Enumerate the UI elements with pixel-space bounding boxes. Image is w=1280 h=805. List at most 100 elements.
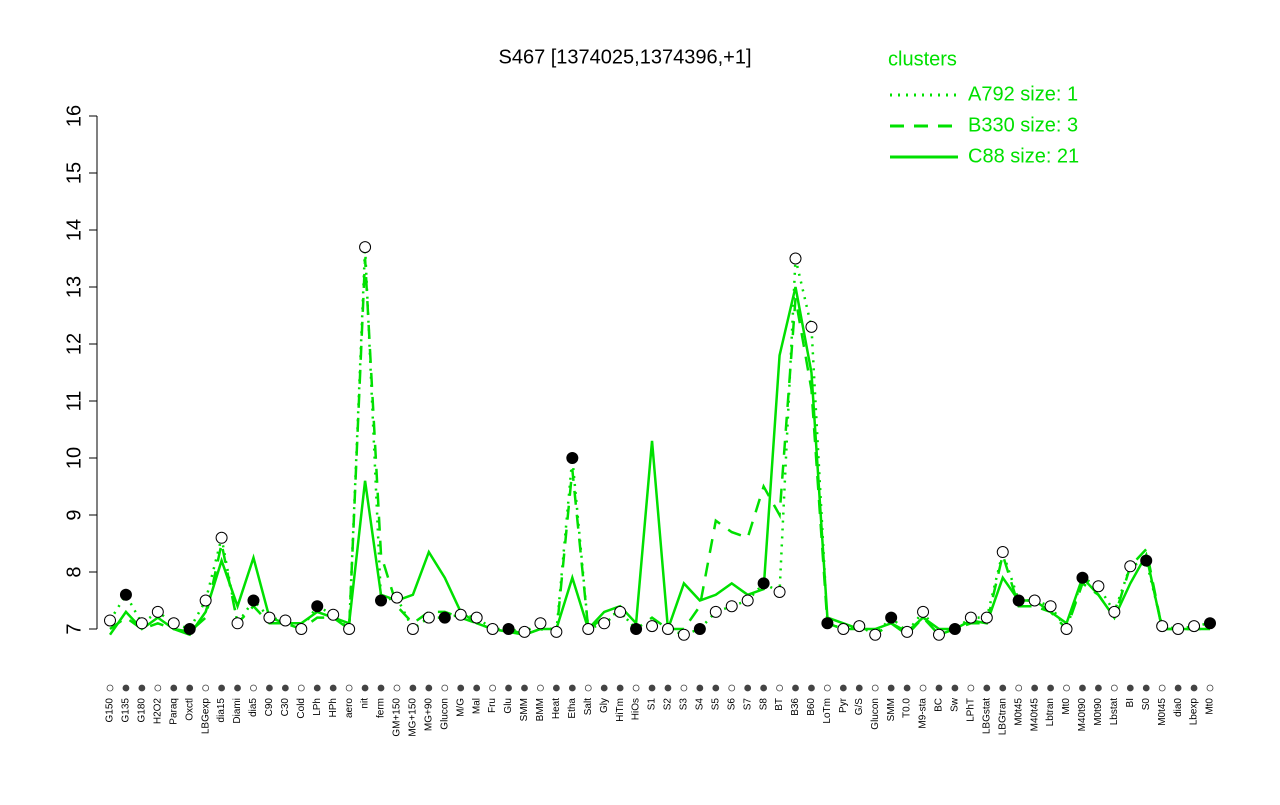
category-marker: [1063, 684, 1070, 692]
x-tick-label: LBGtran: [997, 698, 1008, 735]
data-point: [677, 628, 690, 641]
category-marker: [377, 684, 385, 692]
data-point: [1140, 554, 1153, 567]
data-point: [789, 252, 802, 265]
x-tick-label: S0: [1141, 698, 1152, 711]
data-point: [869, 628, 882, 641]
data-point: [454, 608, 467, 621]
x-tick-label: Pyr: [838, 697, 849, 713]
legend-label: B330 size: 3: [968, 114, 1078, 136]
y-tick-label: 15: [63, 162, 85, 184]
data-point: [199, 594, 212, 607]
data-point: [1060, 623, 1073, 635]
category-marker: [808, 684, 815, 692]
category-marker: [792, 684, 799, 692]
data-point: [167, 617, 180, 630]
data-point: [614, 605, 627, 618]
y-tick-label: 9: [63, 509, 85, 520]
x-tick-label: Mal: [471, 698, 482, 714]
data-point: [948, 623, 961, 635]
category-marker: [887, 684, 895, 692]
x-tick-label: C30: [280, 698, 291, 717]
x-tick-label: HiTm: [615, 698, 626, 722]
category-marker: [648, 684, 656, 692]
category-marker: [1158, 684, 1166, 692]
data-point: [247, 594, 260, 607]
x-tick-label: M0t45: [1013, 698, 1024, 726]
x-tick-label: Paraq: [168, 698, 179, 725]
x-tick-label: S2: [663, 698, 674, 711]
data-point: [741, 594, 754, 607]
category-marker: [313, 684, 321, 692]
x-tick-label: M40t90: [1077, 698, 1088, 732]
category-marker: [154, 684, 162, 692]
category-marker: [568, 684, 576, 692]
x-tick-label: G/S: [854, 698, 865, 716]
x-tick-label: dia0: [1173, 698, 1184, 717]
category-marker: [1095, 684, 1102, 692]
category-marker: [839, 684, 847, 692]
category-marker: [1110, 684, 1118, 692]
data-point: [980, 611, 993, 624]
x-tick-label: Glu: [503, 698, 514, 714]
x-tick-label: BC: [934, 698, 945, 712]
category-marker: [664, 684, 672, 692]
data-point: [709, 605, 722, 618]
category-marker: [473, 684, 481, 692]
y-tick-label: 12: [63, 333, 85, 355]
data-point: [630, 623, 643, 635]
x-tick-label: SMM: [519, 698, 530, 721]
x-tick-label: G135: [121, 698, 132, 723]
x-tick-label: M/G: [455, 698, 466, 717]
x-tick-label: LBGexp: [200, 698, 211, 735]
data-point: [932, 628, 945, 641]
category-marker: [728, 684, 736, 692]
x-tick-label: Sw: [950, 697, 961, 712]
x-tick-label: S5: [710, 698, 721, 711]
category-marker: [616, 684, 624, 692]
data-point: [566, 452, 579, 464]
y-tick-label: 13: [63, 276, 85, 298]
data-point: [821, 617, 834, 630]
data-point: [343, 623, 356, 635]
x-tick-label: B36: [790, 698, 801, 716]
data-point: [470, 611, 483, 624]
category-marker: [584, 684, 592, 692]
data-point: [646, 620, 659, 633]
data-point: [534, 617, 547, 630]
x-tick-label: M9-sta: [918, 698, 929, 729]
x-tick-label: ferm: [376, 698, 387, 718]
data-point: [805, 320, 818, 333]
x-tick-label: dia5: [248, 698, 259, 717]
x-tick-label: Diami: [232, 698, 243, 724]
data-point: [661, 623, 674, 635]
x-tick-label: Salt: [583, 698, 594, 715]
category-marker: [680, 684, 688, 692]
category-marker: [1047, 684, 1054, 692]
data-point: [917, 605, 930, 618]
category-marker: [903, 684, 911, 692]
category-marker: [122, 684, 130, 692]
data-point: [885, 611, 898, 624]
data-point: [550, 625, 563, 638]
data-point: [295, 623, 308, 635]
category-marker: [138, 684, 146, 692]
data-point: [582, 623, 595, 635]
category-marker: [281, 684, 289, 692]
data-point: [1012, 594, 1025, 607]
legend-label: C88 size: 21: [968, 145, 1079, 167]
data-point: [438, 611, 451, 624]
x-tick-label: BI: [1125, 698, 1136, 707]
data-point: [406, 623, 419, 635]
data-point: [693, 623, 706, 635]
data-point: [853, 620, 866, 633]
data-point: [1028, 594, 1041, 607]
data-point: [135, 617, 148, 630]
y-tick-label: 11: [63, 391, 85, 412]
data-point: [104, 614, 116, 627]
category-marker: [393, 684, 401, 692]
x-tick-label: LoTm: [822, 698, 833, 724]
x-tick-label: Fru: [487, 698, 498, 713]
category-marker: [696, 684, 704, 692]
data-point: [311, 600, 324, 613]
